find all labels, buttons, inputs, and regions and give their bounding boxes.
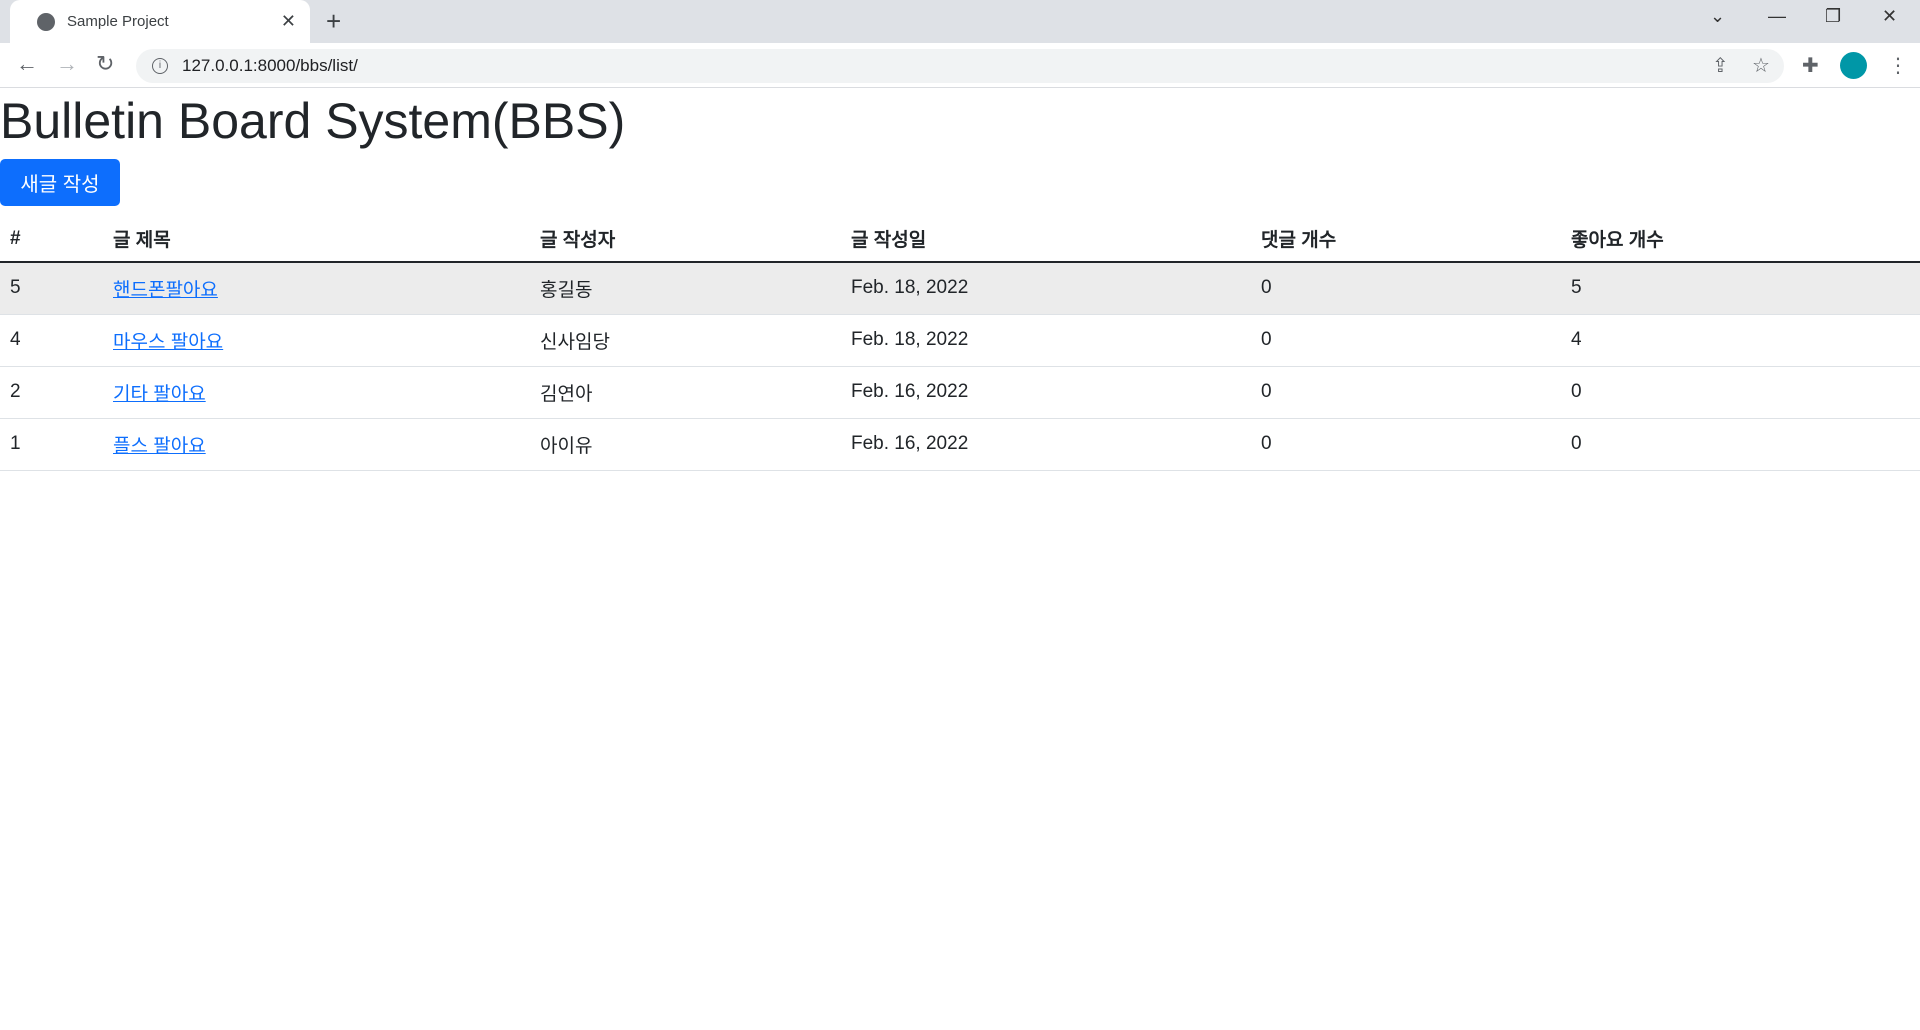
table-row: 5 핸드폰팔아요 홍길동 Feb. 18, 2022 0 5	[0, 262, 1920, 315]
like-count: 0	[1561, 366, 1920, 419]
browser-toolbar: ← → ↻ i 127.0.0.1:8000/bbs/list/ ⇪ ☆ ✚ ⋮	[0, 43, 1920, 88]
post-date: Feb. 16, 2022	[841, 366, 1251, 419]
header-date: 글 작성일	[841, 216, 1251, 263]
minimize-icon[interactable]: —	[1768, 6, 1786, 26]
comment-count: 0	[1251, 314, 1561, 367]
header-likes: 좋아요 개수	[1561, 216, 1920, 263]
like-count: 5	[1561, 262, 1920, 315]
header-title: 글 제목	[103, 216, 530, 263]
page-title: Bulletin Board System(BBS)	[0, 93, 626, 149]
tab-bar: Sample Project ✕ + ⌄ — ❐ ✕	[0, 0, 1920, 43]
like-count: 0	[1561, 418, 1920, 471]
avatar[interactable]	[1840, 52, 1867, 79]
post-table: # 글 제목 글 작성자 글 작성일 댓글 개수 좋아요 개수 5 핸드폰팔아요 홍…	[0, 216, 1920, 471]
post-number: 5	[0, 262, 103, 315]
header-number: #	[0, 216, 103, 263]
post-date: Feb. 18, 2022	[841, 262, 1251, 315]
star-icon[interactable]: ☆	[1752, 55, 1770, 77]
header-author: 글 작성자	[530, 216, 841, 263]
post-author: 홍길동	[530, 262, 841, 315]
header-comments: 댓글 개수	[1251, 216, 1561, 263]
table-row: 4 마우스 팔아요 신사임당 Feb. 18, 2022 0 4	[0, 314, 1920, 367]
tab-title: Sample Project	[67, 13, 169, 30]
extensions-icon[interactable]: ✚	[1802, 55, 1819, 77]
post-author: 김연아	[530, 366, 841, 419]
new-post-button[interactable]: 새글 작성	[0, 159, 120, 206]
close-window-icon[interactable]: ✕	[1882, 6, 1898, 26]
post-date: Feb. 18, 2022	[841, 314, 1251, 367]
comment-count: 0	[1251, 366, 1561, 419]
info-icon[interactable]: i	[152, 58, 168, 74]
post-number: 4	[0, 314, 103, 367]
comment-count: 0	[1251, 262, 1561, 315]
comment-count: 0	[1251, 418, 1561, 471]
post-number: 2	[0, 366, 103, 419]
menu-icon[interactable]: ⋮	[1888, 55, 1908, 77]
table-row: 1 플스 팔아요 아이유 Feb. 16, 2022 0 0	[0, 418, 1920, 471]
post-author: 신사임당	[530, 314, 841, 367]
restore-icon[interactable]: ❐	[1825, 6, 1842, 26]
reload-icon[interactable]: ↻	[96, 51, 115, 76]
close-tab-icon[interactable]: ✕	[280, 11, 296, 31]
new-tab-icon[interactable]: +	[326, 6, 342, 36]
address-bar[interactable]: i 127.0.0.1:8000/bbs/list/	[136, 49, 1784, 83]
forward-icon[interactable]: →	[56, 51, 78, 76]
post-title-link[interactable]: 마우스 팔아요	[113, 331, 224, 353]
post-date: Feb. 16, 2022	[841, 418, 1251, 471]
share-icon[interactable]: ⇪	[1712, 55, 1729, 77]
like-count: 4	[1561, 314, 1920, 367]
table-row: 2 기타 팔아요 김연아 Feb. 16, 2022 0 0	[0, 366, 1920, 419]
url-text[interactable]: 127.0.0.1:8000/bbs/list/	[182, 56, 358, 75]
globe-icon	[37, 12, 55, 31]
back-icon[interactable]: ←	[16, 51, 38, 76]
post-number: 1	[0, 418, 103, 471]
post-author: 아이유	[530, 418, 841, 471]
browser-tab[interactable]: Sample Project ✕	[10, 0, 310, 43]
tab-search-icon[interactable]: ⌄	[1710, 6, 1726, 26]
post-title-link[interactable]: 기타 팔아요	[113, 383, 206, 405]
post-title-link[interactable]: 핸드폰팔아요	[113, 279, 218, 301]
post-title-link[interactable]: 플스 팔아요	[113, 435, 206, 457]
